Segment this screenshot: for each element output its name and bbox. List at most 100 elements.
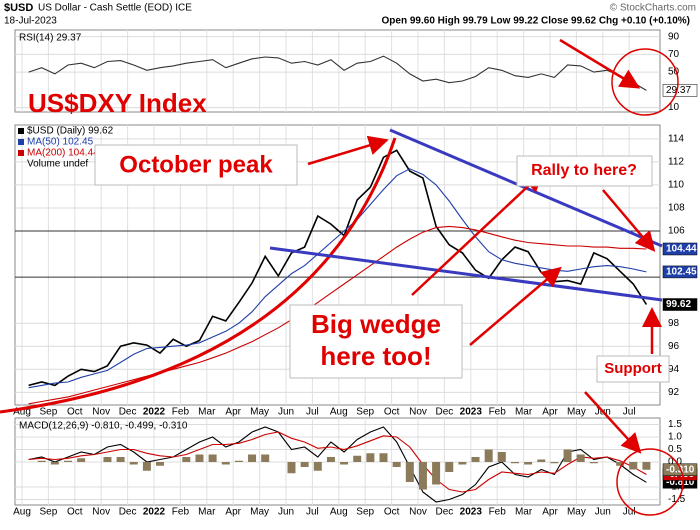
histogram-bar <box>589 462 598 464</box>
trend-curve <box>0 137 397 414</box>
arrows <box>307 38 662 454</box>
histogram-bar <box>563 449 572 462</box>
histogram-bar <box>182 457 191 462</box>
x-tick-label: Mar <box>515 407 533 418</box>
histogram-bar <box>221 462 230 465</box>
series-line <box>28 55 647 91</box>
x-tick-label: Dec <box>436 507 454 518</box>
last-value-tag <box>662 242 698 256</box>
x-tick-label: 2022 <box>143 407 166 418</box>
histogram-bar <box>537 459 546 462</box>
last-value-tag <box>662 84 698 97</box>
panel-title: MACD(12,26,9) -0.810, -0.499, -0.310 <box>19 421 188 432</box>
series-line <box>28 431 647 493</box>
x-tick-label: Nov <box>92 407 110 418</box>
panel-frame <box>14 29 661 113</box>
y-tick-label: 10 <box>668 102 680 113</box>
histogram-bar <box>379 453 388 462</box>
histogram-bar <box>261 454 270 462</box>
instrument-name: US Dollar - Cash Settle (EOD) ICE <box>38 3 192 14</box>
highlight-circle <box>616 448 684 516</box>
x-tick-label: Oct <box>67 407 83 418</box>
y-tick-label: 94 <box>668 364 680 375</box>
histogram-bar <box>248 454 257 462</box>
x-tick-label: 2023 <box>460 507 483 518</box>
y-tick-label: 112 <box>668 157 684 168</box>
histogram-bar <box>103 457 112 462</box>
histogram-bar <box>471 457 480 462</box>
y-tick-label: 106 <box>668 226 685 237</box>
last-value-label: -0.810 <box>666 477 695 488</box>
x-tick-label: Oct <box>384 507 400 518</box>
histogram-bar <box>116 457 125 462</box>
histogram-bar <box>616 462 625 466</box>
x-tick-label: Apr <box>542 407 558 418</box>
histogram-bar <box>300 462 309 467</box>
last-value-tag <box>662 265 698 279</box>
x-tick-label: Jul <box>306 507 319 518</box>
x-tick-label: Jul <box>306 407 319 418</box>
histogram-bar <box>458 462 467 465</box>
date: 18-Jul-2023 <box>4 16 57 27</box>
legend-entry: Volume undef <box>27 159 88 170</box>
histogram-bar <box>392 462 401 467</box>
histogram-bar <box>208 454 217 462</box>
histogram-bar <box>64 460 73 462</box>
x-tick-label: Jul <box>623 407 636 418</box>
x-tick-label: Sep <box>356 407 374 418</box>
last-value-label: 104.44 <box>666 244 697 255</box>
panels: 10 50 70 90 29.37 RSI(14) 29.37 92 94 96 98 106 108… <box>13 29 698 518</box>
histogram-bar <box>642 462 651 470</box>
x-tick-label: Mar <box>515 507 533 518</box>
histogram-bar <box>195 454 204 462</box>
y-tick-label: 0.5 <box>668 444 682 455</box>
annotation-box <box>289 304 463 379</box>
y-tick-label: 108 <box>668 203 685 214</box>
x-tick-label: Sep <box>40 507 58 518</box>
legend-swatch <box>18 128 24 134</box>
legend-entry: $USD (Daily) 99.62 <box>27 126 114 137</box>
legend-entry: MA(200) 104.44 <box>27 148 99 159</box>
y-tick-label: 114 <box>668 133 684 144</box>
histogram-bar <box>484 449 493 462</box>
annotation-box <box>94 144 298 186</box>
histogram-bar <box>353 455 362 462</box>
x-tick-label: Nov <box>92 507 110 518</box>
panel-title: RSI(14) 29.37 <box>19 33 82 44</box>
annotation: US$DXY Index <box>28 88 207 118</box>
y-tick-label: 1.0 <box>668 432 682 443</box>
y-tick-label: 92 <box>668 387 680 398</box>
series-line <box>28 426 647 503</box>
y-tick-label: 0.0 <box>668 457 682 468</box>
x-tick-label: May <box>567 407 586 418</box>
histogram-bar <box>405 462 414 482</box>
y-tick-label: 98 <box>668 318 680 329</box>
histogram-bar <box>50 462 59 465</box>
histogram-bar <box>37 460 46 462</box>
histogram-bar <box>366 453 375 462</box>
legend-entry: MA(50) 102.45 <box>27 137 94 148</box>
x-tick-label: Jul <box>623 507 636 518</box>
x-tick-label: Feb <box>172 507 190 518</box>
x-tick-label: 2023 <box>460 407 483 418</box>
x-tick-label: Sep <box>40 407 58 418</box>
annotation: Support <box>604 360 662 377</box>
x-tick-label: Nov <box>409 507 427 518</box>
y-tick-label: 96 <box>668 341 680 352</box>
x-tick-label: Nov <box>409 407 427 418</box>
histogram-bar <box>432 462 441 485</box>
x-tick-label: Mar <box>198 407 216 418</box>
annotation-box <box>516 155 653 187</box>
x-tick-label: Apr <box>542 507 558 518</box>
x-tick-label: Dec <box>119 507 137 518</box>
histogram-bar <box>340 462 349 465</box>
y-tick-label: -1.5 <box>668 494 686 505</box>
x-tick-label: Feb <box>172 407 190 418</box>
highlight-circle <box>611 48 679 116</box>
last-value-label: 99.62 <box>666 299 691 310</box>
quote: Open 99.60 High 99.79 Low 99.22 Close 99… <box>382 16 690 27</box>
histogram-bar <box>313 462 322 471</box>
credit: © StockCharts.com <box>610 3 696 14</box>
histogram-bar <box>550 462 559 464</box>
